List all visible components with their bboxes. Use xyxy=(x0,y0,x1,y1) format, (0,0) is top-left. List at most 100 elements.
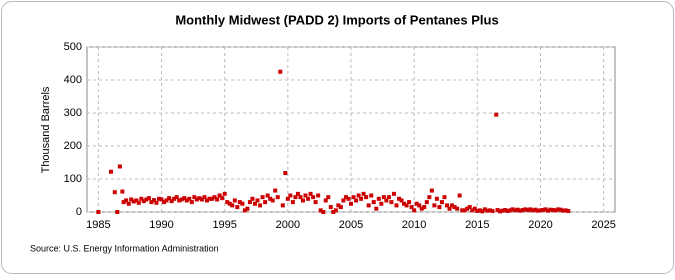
point xyxy=(179,197,184,202)
point xyxy=(242,208,247,213)
point xyxy=(202,195,207,200)
point xyxy=(177,198,182,203)
point xyxy=(432,203,437,208)
point xyxy=(225,200,230,205)
point xyxy=(235,205,240,210)
point xyxy=(563,208,568,213)
point xyxy=(230,203,235,208)
point xyxy=(551,208,556,213)
point xyxy=(434,196,439,201)
point xyxy=(546,208,551,213)
point xyxy=(381,195,386,200)
x-tick-label: 1995 xyxy=(212,219,236,231)
point xyxy=(417,203,422,208)
point xyxy=(149,200,154,205)
point xyxy=(194,197,199,202)
point xyxy=(222,191,227,196)
point xyxy=(553,208,558,213)
point xyxy=(120,189,125,194)
point xyxy=(409,205,414,210)
point xyxy=(386,195,391,200)
point xyxy=(96,210,101,214)
point xyxy=(313,200,318,205)
point xyxy=(379,201,384,206)
point xyxy=(321,210,326,214)
point xyxy=(364,195,369,200)
point xyxy=(308,191,313,196)
y-tick-label: 200 xyxy=(64,140,82,152)
point xyxy=(278,69,283,74)
point xyxy=(391,191,396,196)
point xyxy=(349,201,353,206)
point xyxy=(260,195,265,200)
x-tick-label: 2010 xyxy=(402,219,426,231)
point xyxy=(227,201,232,206)
point xyxy=(359,196,364,201)
point xyxy=(283,171,288,176)
point xyxy=(174,195,179,200)
y-tick-label: 400 xyxy=(64,74,82,86)
point xyxy=(543,207,548,212)
point xyxy=(462,208,467,213)
point xyxy=(397,196,401,201)
point xyxy=(131,199,136,204)
point xyxy=(303,193,308,198)
point xyxy=(290,200,295,205)
point xyxy=(541,208,545,213)
point xyxy=(139,196,144,201)
point xyxy=(457,193,462,198)
point xyxy=(346,196,351,201)
point xyxy=(250,196,255,201)
point xyxy=(162,200,167,205)
point xyxy=(295,191,300,196)
point xyxy=(273,188,278,193)
point xyxy=(538,208,543,213)
point xyxy=(301,198,305,203)
point xyxy=(311,195,316,200)
point xyxy=(184,198,189,203)
point xyxy=(182,196,187,201)
point xyxy=(172,196,177,201)
point xyxy=(121,200,126,205)
point xyxy=(258,203,263,208)
point xyxy=(268,196,273,201)
point xyxy=(508,208,513,213)
point xyxy=(205,198,209,203)
point xyxy=(189,200,194,205)
point xyxy=(447,206,452,211)
point xyxy=(207,196,212,201)
point xyxy=(558,207,563,212)
point xyxy=(518,208,523,213)
point xyxy=(515,207,520,212)
y-tick-label: 100 xyxy=(64,173,82,185)
point xyxy=(482,207,487,212)
point xyxy=(455,206,460,211)
point xyxy=(164,198,169,203)
point xyxy=(525,208,530,213)
point xyxy=(240,201,245,206)
point xyxy=(157,196,161,201)
point xyxy=(187,196,192,201)
point xyxy=(154,200,159,205)
frame xyxy=(1,1,674,274)
point xyxy=(215,197,220,202)
point xyxy=(404,203,409,208)
point xyxy=(480,209,485,214)
point xyxy=(533,207,538,212)
point xyxy=(366,203,371,208)
x-tick-label: 1985 xyxy=(86,219,110,231)
point xyxy=(217,193,222,198)
point xyxy=(439,200,444,205)
point xyxy=(323,198,328,203)
point xyxy=(510,207,515,212)
point xyxy=(427,195,432,200)
y-tick-label: 0 xyxy=(76,206,82,218)
chart-title: Monthly Midwest (PADD 2) Imports of Pent… xyxy=(175,12,498,27)
point xyxy=(460,208,465,213)
point xyxy=(210,196,215,201)
point xyxy=(144,197,149,202)
point xyxy=(369,193,374,198)
point xyxy=(117,164,122,169)
point xyxy=(115,210,120,214)
point xyxy=(247,200,252,205)
